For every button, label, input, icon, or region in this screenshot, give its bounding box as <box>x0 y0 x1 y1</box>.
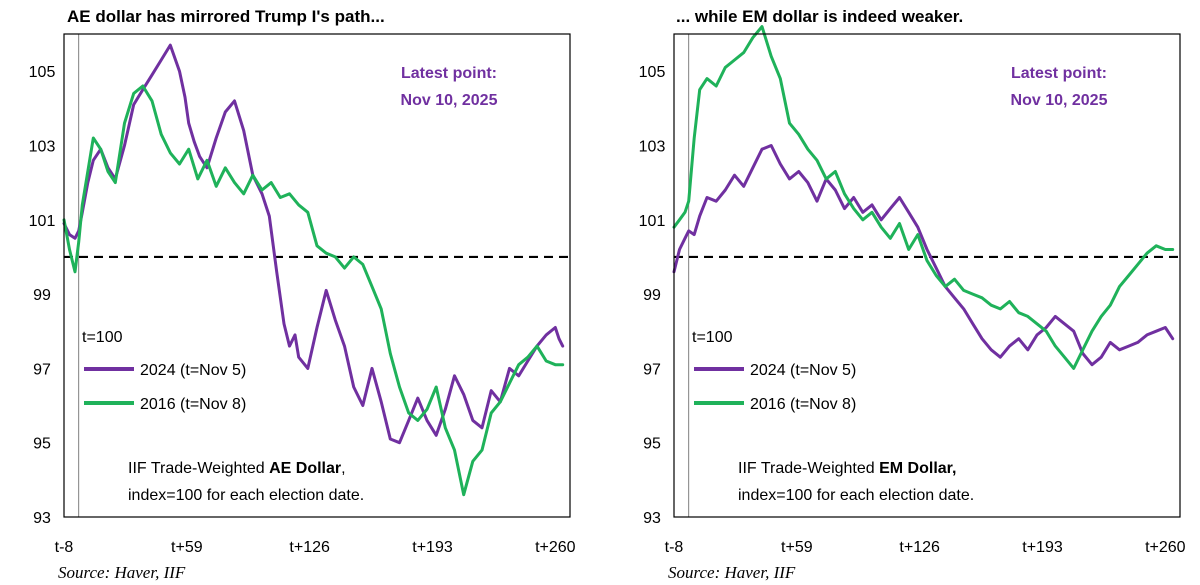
index-note-suffix: , <box>341 460 345 477</box>
y-tick-label: 93 <box>33 510 51 527</box>
index-note-line1: IIF Trade-Weighted AE Dollar, <box>128 460 346 477</box>
latest-point-date: Nov 10, 2025 <box>1011 92 1108 109</box>
y-tick-label: 93 <box>643 510 661 527</box>
x-tick-label: t+260 <box>535 539 576 556</box>
x-tick-label: t+193 <box>412 539 453 556</box>
source-note: Source: Haver, IIF <box>58 563 186 582</box>
y-tick-label: 103 <box>29 138 56 155</box>
x-tick-label: t+126 <box>899 539 940 556</box>
index-note-line2: index=100 for each election date. <box>738 487 974 504</box>
y-tick-label: 105 <box>29 64 56 81</box>
series-line-2016 <box>672 25 1175 370</box>
legend-label-2016: 2016 (t=Nov 8) <box>140 396 246 413</box>
legend-label-2024: 2024 (t=Nov 5) <box>750 362 856 379</box>
y-tick-label: 97 <box>643 361 661 378</box>
index-note-bold: EM Dollar, <box>879 460 956 477</box>
y-tick-label: 105 <box>639 64 666 81</box>
series-line-2016 <box>62 84 565 497</box>
y-tick-label: 99 <box>33 287 51 304</box>
legend-title: t=100 <box>692 329 733 346</box>
index-note-bold: AE Dollar <box>269 460 341 477</box>
latest-point-date: Nov 10, 2025 <box>401 92 498 109</box>
index-note-prefix: IIF Trade-Weighted <box>738 460 879 477</box>
legend-label-2016: 2016 (t=Nov 8) <box>750 396 856 413</box>
y-tick-label: 99 <box>643 287 661 304</box>
latest-point-label: Latest point: <box>401 65 497 82</box>
legend-title: t=100 <box>82 329 123 346</box>
x-tick-label: t-8 <box>665 539 684 556</box>
latest-point-label: Latest point: <box>1011 65 1107 82</box>
index-note-prefix: IIF Trade-Weighted <box>128 460 269 477</box>
y-tick-label: 103 <box>639 138 666 155</box>
x-tick-label: t+193 <box>1022 539 1063 556</box>
y-tick-label: 101 <box>29 213 56 230</box>
y-tick-label: 101 <box>639 213 666 230</box>
y-tick-label: 95 <box>33 436 51 453</box>
legend-label-2024: 2024 (t=Nov 5) <box>140 362 246 379</box>
x-tick-label: t+59 <box>781 539 813 556</box>
ae-dollar-panel: AE dollar has mirrored Trump I's path...… <box>29 7 576 556</box>
index-note-line1: IIF Trade-Weighted EM Dollar, <box>738 460 956 477</box>
em-dollar-panel: ... while EM dollar is indeed weaker. 93 9… <box>639 7 1186 556</box>
chart-title: AE dollar has mirrored Trump I's path... <box>67 7 385 26</box>
x-tick-label: t+126 <box>289 539 330 556</box>
chart-title: ... while EM dollar is indeed weaker. <box>676 7 963 26</box>
series-line-2024 <box>62 43 565 445</box>
plot-frame <box>673 33 1181 518</box>
series-line-2024 <box>672 144 1175 367</box>
y-tick-label: 97 <box>33 361 51 378</box>
x-tick-label: t-8 <box>55 539 74 556</box>
x-tick-label: t+260 <box>1145 539 1186 556</box>
index-note-line2: index=100 for each election date. <box>128 487 364 504</box>
x-tick-label: t+59 <box>171 539 203 556</box>
plot-frame <box>63 33 571 518</box>
source-note: Source: Haver, IIF <box>668 563 796 582</box>
y-tick-label: 95 <box>643 436 661 453</box>
